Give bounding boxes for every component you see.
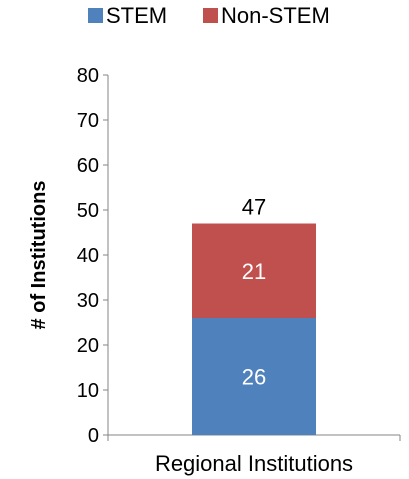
y-tick-labels: 0 10 20 30 40 50 60 70 80 xyxy=(77,65,99,447)
bar-stem xyxy=(192,318,316,435)
data-label-non-stem: 21 xyxy=(242,259,266,284)
y-axis-title: # of Institutions xyxy=(28,181,50,330)
bar-non-stem xyxy=(192,223,316,318)
y-tick-label-10: 10 xyxy=(77,380,99,402)
legend-label-non-stem: Non-STEM xyxy=(221,3,330,28)
total-label: 47 xyxy=(242,195,266,220)
y-tick-label-0: 0 xyxy=(88,425,99,447)
y-tick-label-40: 40 xyxy=(77,245,99,267)
y-tick-label-20: 20 xyxy=(77,335,99,357)
y-tick-label-80: 80 xyxy=(77,65,99,87)
legend: STEM Non-STEM xyxy=(88,3,330,28)
data-label-stem: 26 xyxy=(242,365,266,390)
y-tick-label-50: 50 xyxy=(77,200,99,222)
y-tick-label-30: 30 xyxy=(77,290,99,312)
legend-swatch-non-stem xyxy=(203,8,218,23)
x-category-label: Regional Institutions xyxy=(155,451,353,476)
bars: 26 21 47 xyxy=(192,195,316,435)
y-tick-label-70: 70 xyxy=(77,110,99,132)
y-tick-label-60: 60 xyxy=(77,155,99,177)
legend-swatch-stem xyxy=(88,8,103,23)
legend-label-stem: STEM xyxy=(106,3,167,28)
